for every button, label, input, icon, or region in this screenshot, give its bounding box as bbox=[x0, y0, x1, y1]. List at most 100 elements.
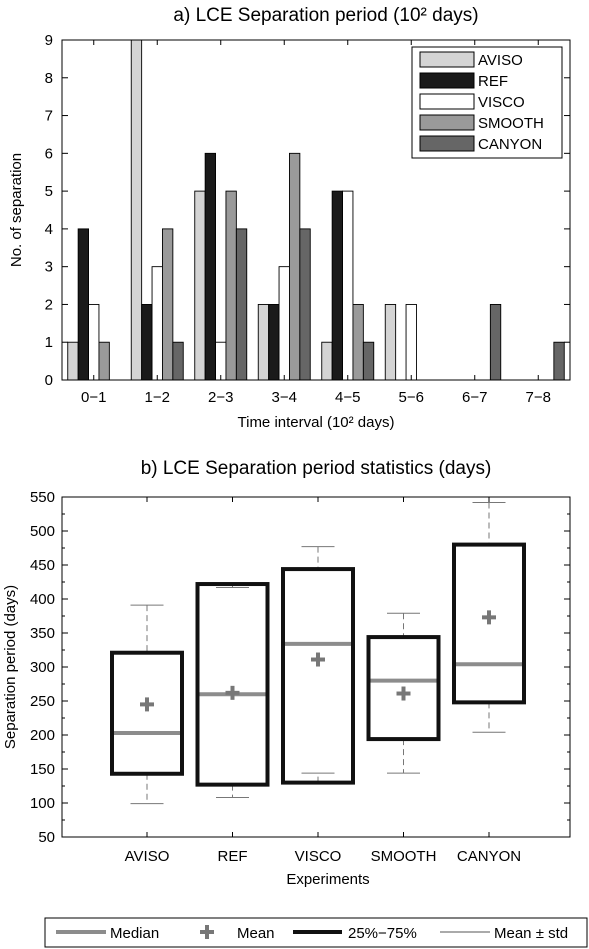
box-smooth bbox=[366, 635, 441, 742]
bar-aviso-4 bbox=[257, 303, 270, 381]
bar-smooth-3 bbox=[225, 190, 237, 381]
y-tick-label-0: 0 bbox=[45, 372, 53, 389]
legend-label-smooth: SMOOTH bbox=[478, 115, 544, 132]
x-tick-label-4: 3−4 bbox=[272, 389, 297, 406]
x-tick-label-canyon: CANYON bbox=[457, 848, 521, 865]
bottom-legend: Median Mean 25%−75% Mean ± std bbox=[44, 917, 588, 948]
bar-canyon-2 bbox=[172, 341, 184, 381]
box-canyon bbox=[452, 542, 526, 705]
y-tick-label-1: 1 bbox=[45, 334, 53, 351]
x-tick-label-2: 1−2 bbox=[145, 389, 170, 406]
x-tick-label-7: 6−7 bbox=[462, 389, 487, 406]
bar-visco-1 bbox=[88, 303, 100, 381]
bar-canyon-4 bbox=[299, 228, 311, 381]
y-tick-label-9: 9 bbox=[45, 32, 53, 49]
y-tick-label-400: 400 bbox=[30, 591, 55, 608]
panel-a-x-ticks: 0−1 1−2 2−3 3−4 4−5 5−6 6−7 7−8 bbox=[81, 40, 551, 406]
mean-marker-canyon bbox=[482, 610, 496, 625]
panel-b-axes-frame bbox=[61, 496, 571, 838]
legend-mean-marker bbox=[200, 925, 214, 939]
y-tick-label-6: 6 bbox=[45, 145, 53, 162]
legend-std-label: Mean ± std bbox=[494, 925, 568, 942]
legend-swatch-visco bbox=[419, 93, 475, 110]
bar-visco-2 bbox=[151, 266, 163, 381]
panel-a-bars bbox=[67, 39, 565, 381]
bar-ref-2 bbox=[141, 303, 153, 381]
y-tick-label-450: 450 bbox=[30, 557, 55, 574]
y-tick-label-50: 50 bbox=[38, 829, 55, 846]
bar-canyon-8 bbox=[553, 341, 565, 381]
y-tick-label-8: 8 bbox=[45, 70, 53, 87]
legend-label-canyon: CANYON bbox=[478, 136, 542, 153]
bar-aviso-3 bbox=[194, 190, 206, 381]
mean-marker-smooth bbox=[396, 686, 411, 701]
bar-ref-3 bbox=[204, 152, 216, 381]
bar-aviso-2 bbox=[130, 39, 143, 381]
x-tick-label-5: 4−5 bbox=[335, 389, 360, 406]
mean-marker-ref bbox=[225, 685, 240, 700]
panel-b-boxes bbox=[110, 501, 526, 805]
panel-a: a) LCE Separation period (10² days) 0 1 2 3… bbox=[8, 5, 571, 431]
y-tick-label-200: 200 bbox=[30, 727, 55, 744]
bar-smooth-4 bbox=[289, 152, 301, 381]
panel-b: b) LCE Separation period statistics (day… bbox=[2, 458, 571, 888]
legend-label-visco: VISCO bbox=[478, 94, 525, 111]
legend-swatch-smooth bbox=[419, 114, 475, 131]
y-tick-label-300: 300 bbox=[30, 659, 55, 676]
y-tick-label-2: 2 bbox=[45, 296, 53, 313]
y-tick-label-350: 350 bbox=[30, 625, 55, 642]
bar-canyon-7 bbox=[489, 303, 502, 381]
x-tick-label-1: 0−1 bbox=[81, 389, 106, 406]
y-tick-label-100: 100 bbox=[30, 795, 55, 812]
bar-smooth-5 bbox=[352, 303, 364, 381]
bar-aviso-5 bbox=[321, 341, 333, 381]
y-tick-label-150: 150 bbox=[30, 761, 55, 778]
bar-ref-4 bbox=[268, 303, 280, 381]
bar-visco-4 bbox=[278, 266, 290, 381]
mean-marker-aviso bbox=[140, 697, 154, 712]
bar-smooth-2 bbox=[161, 228, 174, 381]
x-tick-label-ref: REF bbox=[218, 848, 248, 865]
x-tick-label-aviso: AVISO bbox=[125, 848, 170, 865]
legend-mean-label: Mean bbox=[237, 925, 275, 942]
y-tick-label-5: 5 bbox=[45, 183, 53, 200]
y-tick-label-550: 550 bbox=[30, 489, 55, 506]
x-tick-label-smooth: SMOOTH bbox=[371, 848, 437, 865]
x-tick-label-3: 2−3 bbox=[208, 389, 233, 406]
box-ref bbox=[195, 582, 270, 787]
legend-swatch-aviso bbox=[419, 51, 475, 68]
bottom-legend-frame bbox=[44, 917, 588, 948]
mean-marker-visco bbox=[311, 652, 325, 667]
panel-a-title: a) LCE Separation period (10² days) bbox=[173, 5, 478, 26]
bar-ref-5 bbox=[331, 190, 343, 381]
bar-visco-3 bbox=[215, 341, 227, 381]
box-aviso bbox=[110, 650, 184, 776]
bar-visco-5 bbox=[342, 190, 354, 381]
legend-label-ref: REF bbox=[478, 73, 508, 90]
bar-aviso-6 bbox=[384, 303, 397, 381]
panel-a-x-label: Time interval (10² days) bbox=[238, 414, 395, 431]
bar-canyon-5 bbox=[362, 341, 375, 381]
y-tick-label-3: 3 bbox=[45, 259, 53, 276]
x-tick-label-8: 7−8 bbox=[526, 389, 551, 406]
panel-b-x-label: Experiments bbox=[286, 871, 369, 888]
bar-smooth-1 bbox=[98, 341, 110, 381]
y-tick-label-4: 4 bbox=[45, 221, 53, 238]
panel-a-legend: AVISO REF VISCO SMOOTH CANYON bbox=[411, 46, 563, 159]
panel-b-x-ticks: AVISO REF VISCO SMOOTH CANYON bbox=[125, 497, 521, 865]
bar-aviso-1 bbox=[67, 341, 79, 381]
bar-visco-6 bbox=[405, 303, 417, 381]
panel-b-y-label: Separation period (days) bbox=[2, 585, 19, 749]
legend-box-label: 25%−75% bbox=[348, 925, 417, 942]
bar-canyon-3 bbox=[235, 228, 248, 381]
legend-swatch-ref bbox=[419, 72, 475, 89]
y-tick-label-250: 250 bbox=[30, 693, 55, 710]
y-tick-label-7: 7 bbox=[45, 108, 53, 125]
legend-label-aviso: AVISO bbox=[478, 52, 523, 69]
y-tick-label-500: 500 bbox=[30, 523, 55, 540]
x-tick-label-visco: VISCO bbox=[295, 848, 342, 865]
box-visco bbox=[281, 567, 355, 785]
panel-a-axes-frame bbox=[61, 39, 571, 381]
panel-a-y-label: No. of separation bbox=[8, 153, 25, 267]
